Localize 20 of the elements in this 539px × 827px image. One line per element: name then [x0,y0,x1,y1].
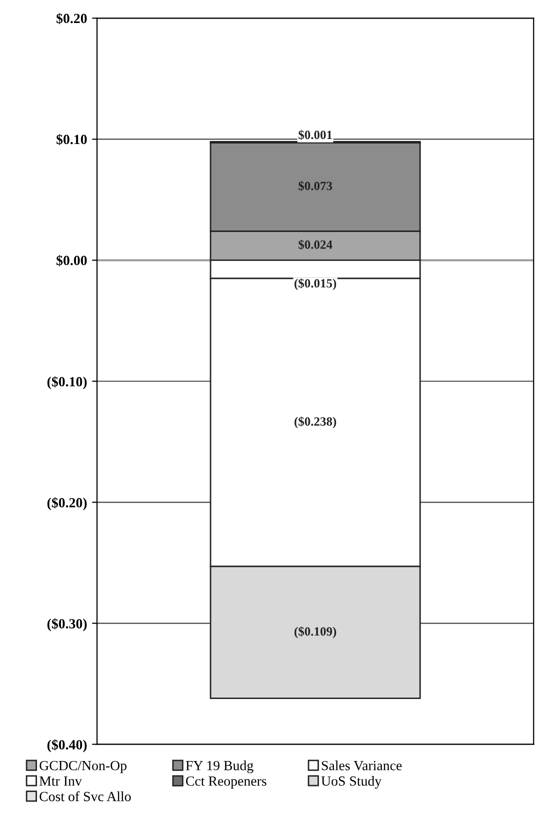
data-label: ($0.109) [294,626,336,638]
legend-label: UoS Study [321,776,382,789]
legend-label: FY 19 Budg [186,760,254,774]
y-tick-label: ($0.10) [47,376,87,390]
y-tick-label: $0.00 [56,254,87,266]
data-label: ($0.238) [294,416,336,428]
y-tick-label: ($0.20) [47,497,87,510]
data-label: $0.024 [298,240,332,250]
y-tick-label: ($0.30) [47,618,87,632]
legend-label: Mtr Inv [39,776,82,786]
y-tick-label: $0.20 [56,12,87,24]
data-label: $0.073 [298,180,332,191]
y-tick-label: $0.10 [56,134,87,146]
data-label: ($0.015) [294,278,336,290]
legend-label: Cct Reopeners [186,776,266,789]
legend-label: GCDC/Non-Op [40,760,126,774]
legend-label: Sales Variance [322,760,402,770]
y-tick-label: ($0.40) [47,739,87,752]
legend-label: Cost of Svc Allo [40,791,131,802]
data-label: $0.001 [298,130,332,140]
